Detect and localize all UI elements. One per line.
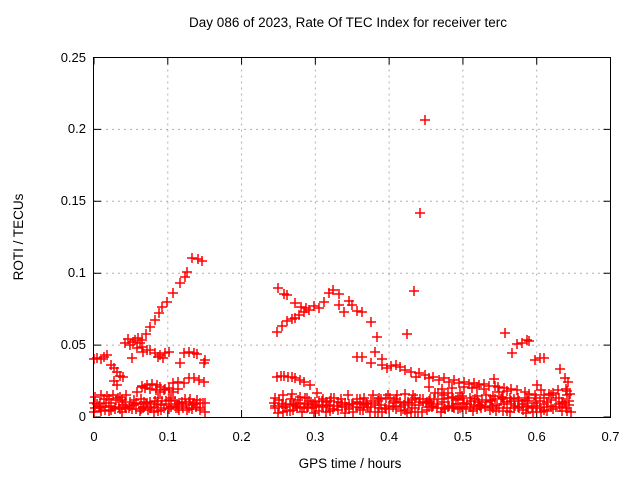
- x-tick-label: 0: [90, 429, 98, 444]
- y-tick-label: 0.2: [67, 121, 86, 137]
- tick-marks: [93, 57, 611, 418]
- y-tick-label: 0.1: [67, 265, 86, 281]
- data-points: [89, 115, 576, 418]
- x-tick-label: 0.2: [232, 429, 251, 444]
- x-axis-label: GPS time / hours: [298, 456, 402, 471]
- grid-lines: [94, 57, 611, 417]
- y-tick-label: 0.15: [60, 193, 86, 209]
- x-tick-label: 0.7: [601, 429, 620, 444]
- x-tick-label: 0.3: [306, 429, 325, 444]
- y-tick-label: 0: [78, 409, 86, 424]
- x-tick-label: 0.4: [380, 429, 399, 444]
- chart-title: Day 086 of 2023, Rate Of TEC Index for r…: [189, 15, 507, 30]
- y-tick-label: 0.25: [60, 49, 86, 65]
- y-tick-label: 0.05: [60, 337, 86, 353]
- x-tick-label: 0.5: [453, 429, 472, 444]
- x-tick-label: 0.1: [158, 429, 177, 444]
- x-tick-label: 0.6: [527, 429, 546, 444]
- plot-border: [93, 57, 611, 418]
